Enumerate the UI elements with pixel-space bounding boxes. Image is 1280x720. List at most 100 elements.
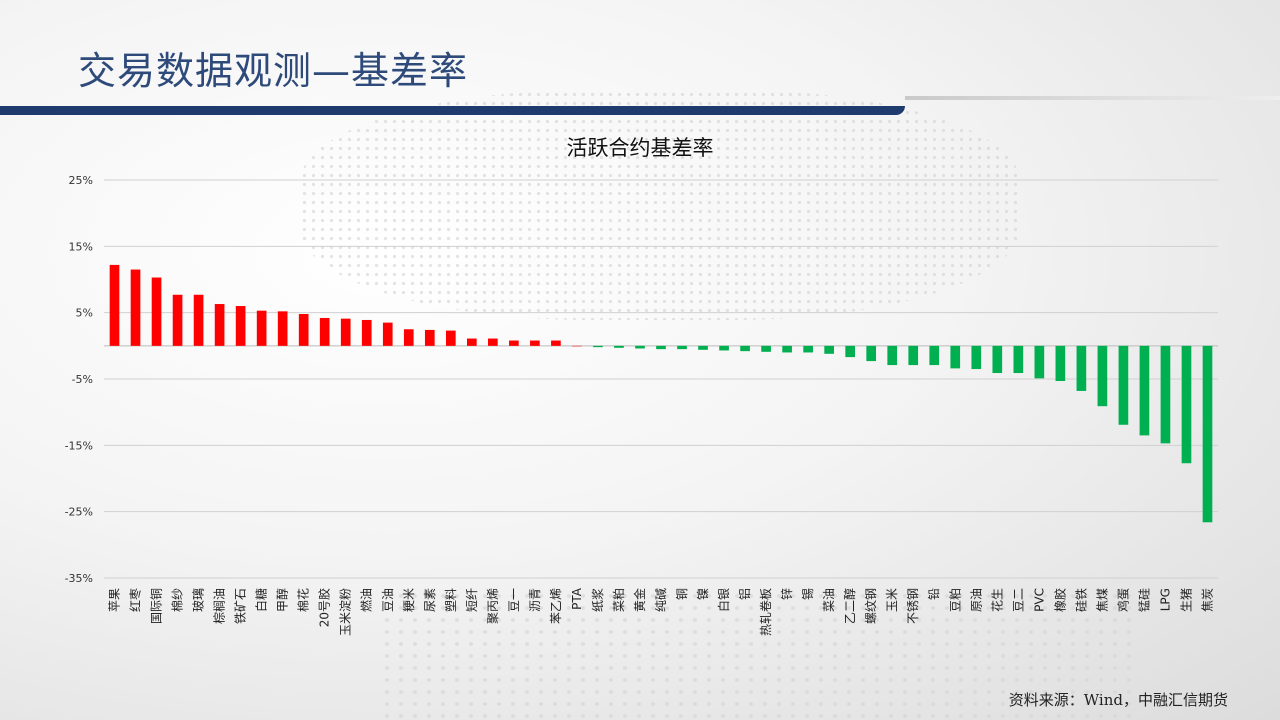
x-tick-label: 镍 [696, 588, 710, 600]
x-tick-label: 菜粕 [611, 588, 626, 612]
bar-棉花 [298, 313, 309, 346]
x-tick-label: 原油 [969, 588, 983, 612]
bar-鸡蛋 [1118, 345, 1129, 425]
bar-纯碱 [656, 345, 666, 350]
bar-镍 [698, 345, 708, 350]
x-tick-label: 白银 [716, 588, 731, 612]
x-tick-label: 不锈钢 [906, 588, 920, 624]
bar-螺纹钢 [866, 345, 877, 362]
bar-热轧卷板 [761, 345, 771, 352]
bar-塑料 [445, 330, 456, 346]
x-tick-label: 铝 [737, 588, 752, 600]
bar-20号胶 [319, 317, 330, 346]
x-tick-label: 锌 [780, 588, 794, 600]
x-tick-label: 热轧卷板 [758, 588, 773, 636]
bar-锌 [782, 345, 792, 353]
x-tick-label: 豆一 [507, 588, 521, 612]
chart-title: 活跃合约基差率 [567, 136, 714, 160]
bar-白银 [719, 345, 729, 351]
x-tick-label: 短纤 [465, 588, 479, 612]
bar-铅 [929, 345, 940, 366]
page-title: 交易数据观测—基差率 [78, 49, 469, 93]
x-tick-label: 苯乙烯 [549, 588, 563, 624]
bar-硅铁 [1076, 345, 1087, 391]
bar-PTA [572, 345, 582, 347]
bar-棕榈油 [214, 304, 225, 346]
x-tick-label: PVC [1032, 588, 1046, 612]
x-tick-label: 棉纱 [171, 588, 185, 612]
x-tick-label: 铅 [927, 588, 941, 600]
bar-不锈钢 [908, 345, 919, 366]
bars [109, 264, 1213, 523]
x-tick-label: 国际铜 [149, 588, 164, 624]
x-tick-label: 菜油 [822, 588, 836, 612]
x-tick-label: 焦炭 [1200, 588, 1214, 612]
bar-燃油 [361, 319, 372, 346]
bar-锰硅 [1139, 345, 1150, 436]
bar-苹果 [109, 264, 120, 346]
x-tick-label: 生猪 [1179, 588, 1193, 612]
x-tick-label: 沥青 [528, 588, 542, 612]
x-tick-label: 乙二醇 [842, 588, 857, 624]
bar-豆一 [509, 340, 519, 346]
x-tick-label: 黄金 [632, 588, 647, 612]
x-tick-label: 玻璃 [192, 588, 206, 612]
x-tick-label: LPG [1158, 588, 1172, 611]
y-tick-label: 25% [69, 174, 93, 187]
bar-生猪 [1181, 345, 1192, 464]
bar-菜油 [824, 345, 834, 354]
bar-粳米 [403, 329, 414, 346]
x-axis-labels: 苹果 红枣 国际铜 棉纱 玻璃 棕榈油 铁矿石 白糖 甲醇 棉花 20号胶 玉米淀粉 燃油 豆油 粳米 尿素塑… [108, 587, 1215, 636]
y-axis-ticks: 25% 15% 5% -5% -15% -25% -35% [65, 174, 93, 585]
x-tick-label: 橡胶 [1052, 588, 1067, 612]
dot-pattern-decoration [380, 590, 1140, 720]
bar-玻璃 [193, 294, 204, 346]
bar-国际铜 [151, 277, 162, 346]
x-tick-label: 白糖 [254, 588, 269, 612]
bar-锡 [803, 345, 813, 353]
bar-玉米 [887, 345, 898, 366]
bar-白糖 [256, 310, 267, 346]
x-tick-label: 甲醇 [275, 588, 290, 612]
x-tick-label: 苹果 [108, 588, 122, 612]
x-tick-label: 锡 [800, 588, 815, 600]
title-underline-bar [0, 106, 905, 115]
x-tick-label: 燃油 [359, 588, 374, 612]
y-tick-label: -35% [65, 572, 93, 585]
title-accent-line [905, 96, 1280, 100]
bar-甲醇 [277, 311, 288, 346]
bar-铁矿石 [235, 306, 246, 346]
bar-焦煤 [1097, 345, 1108, 407]
bar-铝 [740, 345, 750, 352]
bar-豆二 [1013, 345, 1024, 374]
bar-豆粕 [950, 345, 961, 369]
x-tick-label: 纯碱 [654, 588, 668, 612]
bar-焦炭 [1202, 345, 1213, 523]
x-tick-label: 豆油 [381, 588, 395, 612]
bar-苯乙烯 [551, 340, 561, 346]
x-tick-label: 棉花 [296, 588, 311, 612]
x-tick-label: 纸浆 [590, 588, 605, 612]
bar-原油 [971, 345, 982, 370]
x-tick-label: 玉米淀粉 [339, 588, 353, 636]
x-tick-label: 玉米 [885, 588, 899, 612]
bar-豆油 [382, 322, 393, 346]
grid-lines [104, 179, 1218, 579]
x-tick-label: PTA [570, 587, 584, 610]
x-tick-label: 豆二 [1011, 588, 1025, 612]
y-tick-label: 5% [76, 307, 93, 320]
y-tick-label: -5% [72, 373, 93, 386]
bar-短纤 [466, 338, 477, 346]
bar-玉米淀粉 [340, 318, 351, 346]
x-tick-label: 铁矿石 [234, 588, 248, 624]
x-tick-label: 红枣 [128, 588, 143, 612]
x-tick-label: 焦煤 [1095, 588, 1109, 612]
bar-菜粕 [614, 345, 624, 348]
bar-沥青 [530, 340, 540, 346]
bar-尿素 [424, 329, 435, 346]
bar-乙二醇 [845, 345, 856, 358]
bar-LPG [1160, 345, 1171, 444]
bar-铜 [677, 345, 687, 350]
bar-棉纱 [172, 294, 183, 346]
x-tick-label: 花生 [989, 588, 1004, 612]
